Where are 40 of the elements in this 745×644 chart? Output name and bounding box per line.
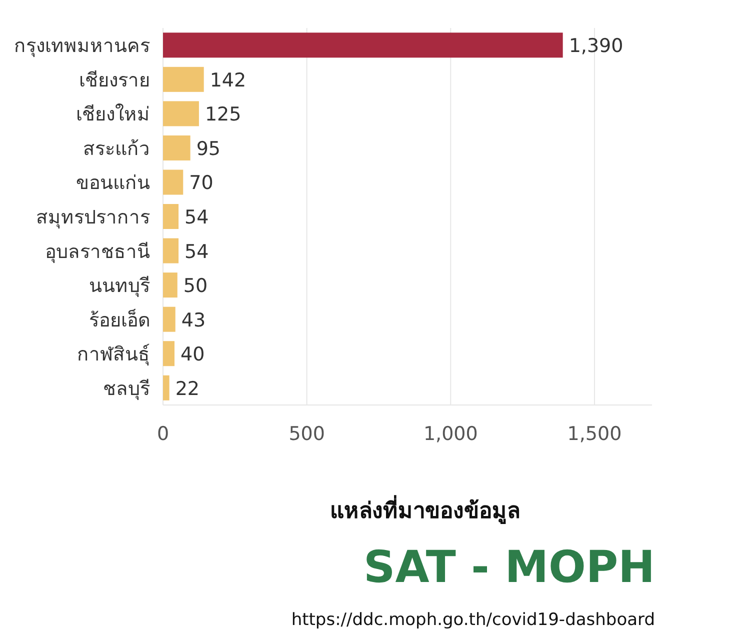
bar bbox=[163, 306, 176, 332]
x-tick-label: 1,000 bbox=[423, 423, 478, 445]
y-tick-label: เชียงราย bbox=[79, 69, 150, 92]
x-tick-label: 1,500 bbox=[567, 423, 622, 445]
bar bbox=[163, 135, 190, 160]
data-label: 125 bbox=[204, 104, 242, 126]
bar bbox=[163, 272, 178, 298]
data-label: 54 bbox=[184, 240, 209, 263]
y-tick-label: กาฬสินธุ์ bbox=[77, 344, 150, 367]
y-tick-label: นนทบุรี bbox=[89, 275, 150, 298]
y-tick-label: ชลบุรี bbox=[103, 378, 150, 401]
bar bbox=[163, 375, 170, 400]
data-label: 142 bbox=[210, 69, 246, 92]
text: https://ddc.moph.go.th/covid19-dashboard bbox=[291, 610, 655, 630]
data-label: 50 bbox=[183, 275, 208, 298]
x-tick-label: 500 bbox=[288, 423, 325, 445]
data-label: 40 bbox=[180, 344, 205, 366]
y-tick-label: สมุทรปราการ bbox=[36, 206, 150, 230]
y-tick-label: ร้อยเอ็ด bbox=[89, 307, 150, 332]
data-label: 95 bbox=[196, 138, 221, 160]
data-label: 54 bbox=[184, 206, 209, 228]
y-tick-label: อุบลราชธานี bbox=[45, 240, 150, 264]
text: SAT - MOPH bbox=[364, 542, 655, 593]
data-label: 22 bbox=[175, 378, 200, 400]
bar bbox=[163, 170, 184, 195]
text: แหล่งที่มาของข้อมูล bbox=[330, 494, 520, 525]
data-label: 1,390 bbox=[568, 35, 624, 58]
bar bbox=[163, 101, 199, 126]
y-tick-label: สระแก้ว bbox=[83, 138, 150, 160]
y-tick-label: ขอนแก่น bbox=[76, 172, 150, 194]
data-label: 70 bbox=[189, 172, 214, 194]
bar bbox=[163, 66, 204, 92]
data-label: 43 bbox=[181, 309, 206, 332]
y-tick-label: เชียงใหม่ bbox=[76, 104, 150, 126]
bar bbox=[163, 204, 179, 229]
bar bbox=[163, 32, 563, 58]
bar bbox=[163, 341, 175, 366]
x-tick-label: 0 bbox=[156, 423, 170, 445]
bar bbox=[163, 238, 179, 264]
y-tick-label: กรุงเทพมหานคร bbox=[14, 35, 150, 58]
